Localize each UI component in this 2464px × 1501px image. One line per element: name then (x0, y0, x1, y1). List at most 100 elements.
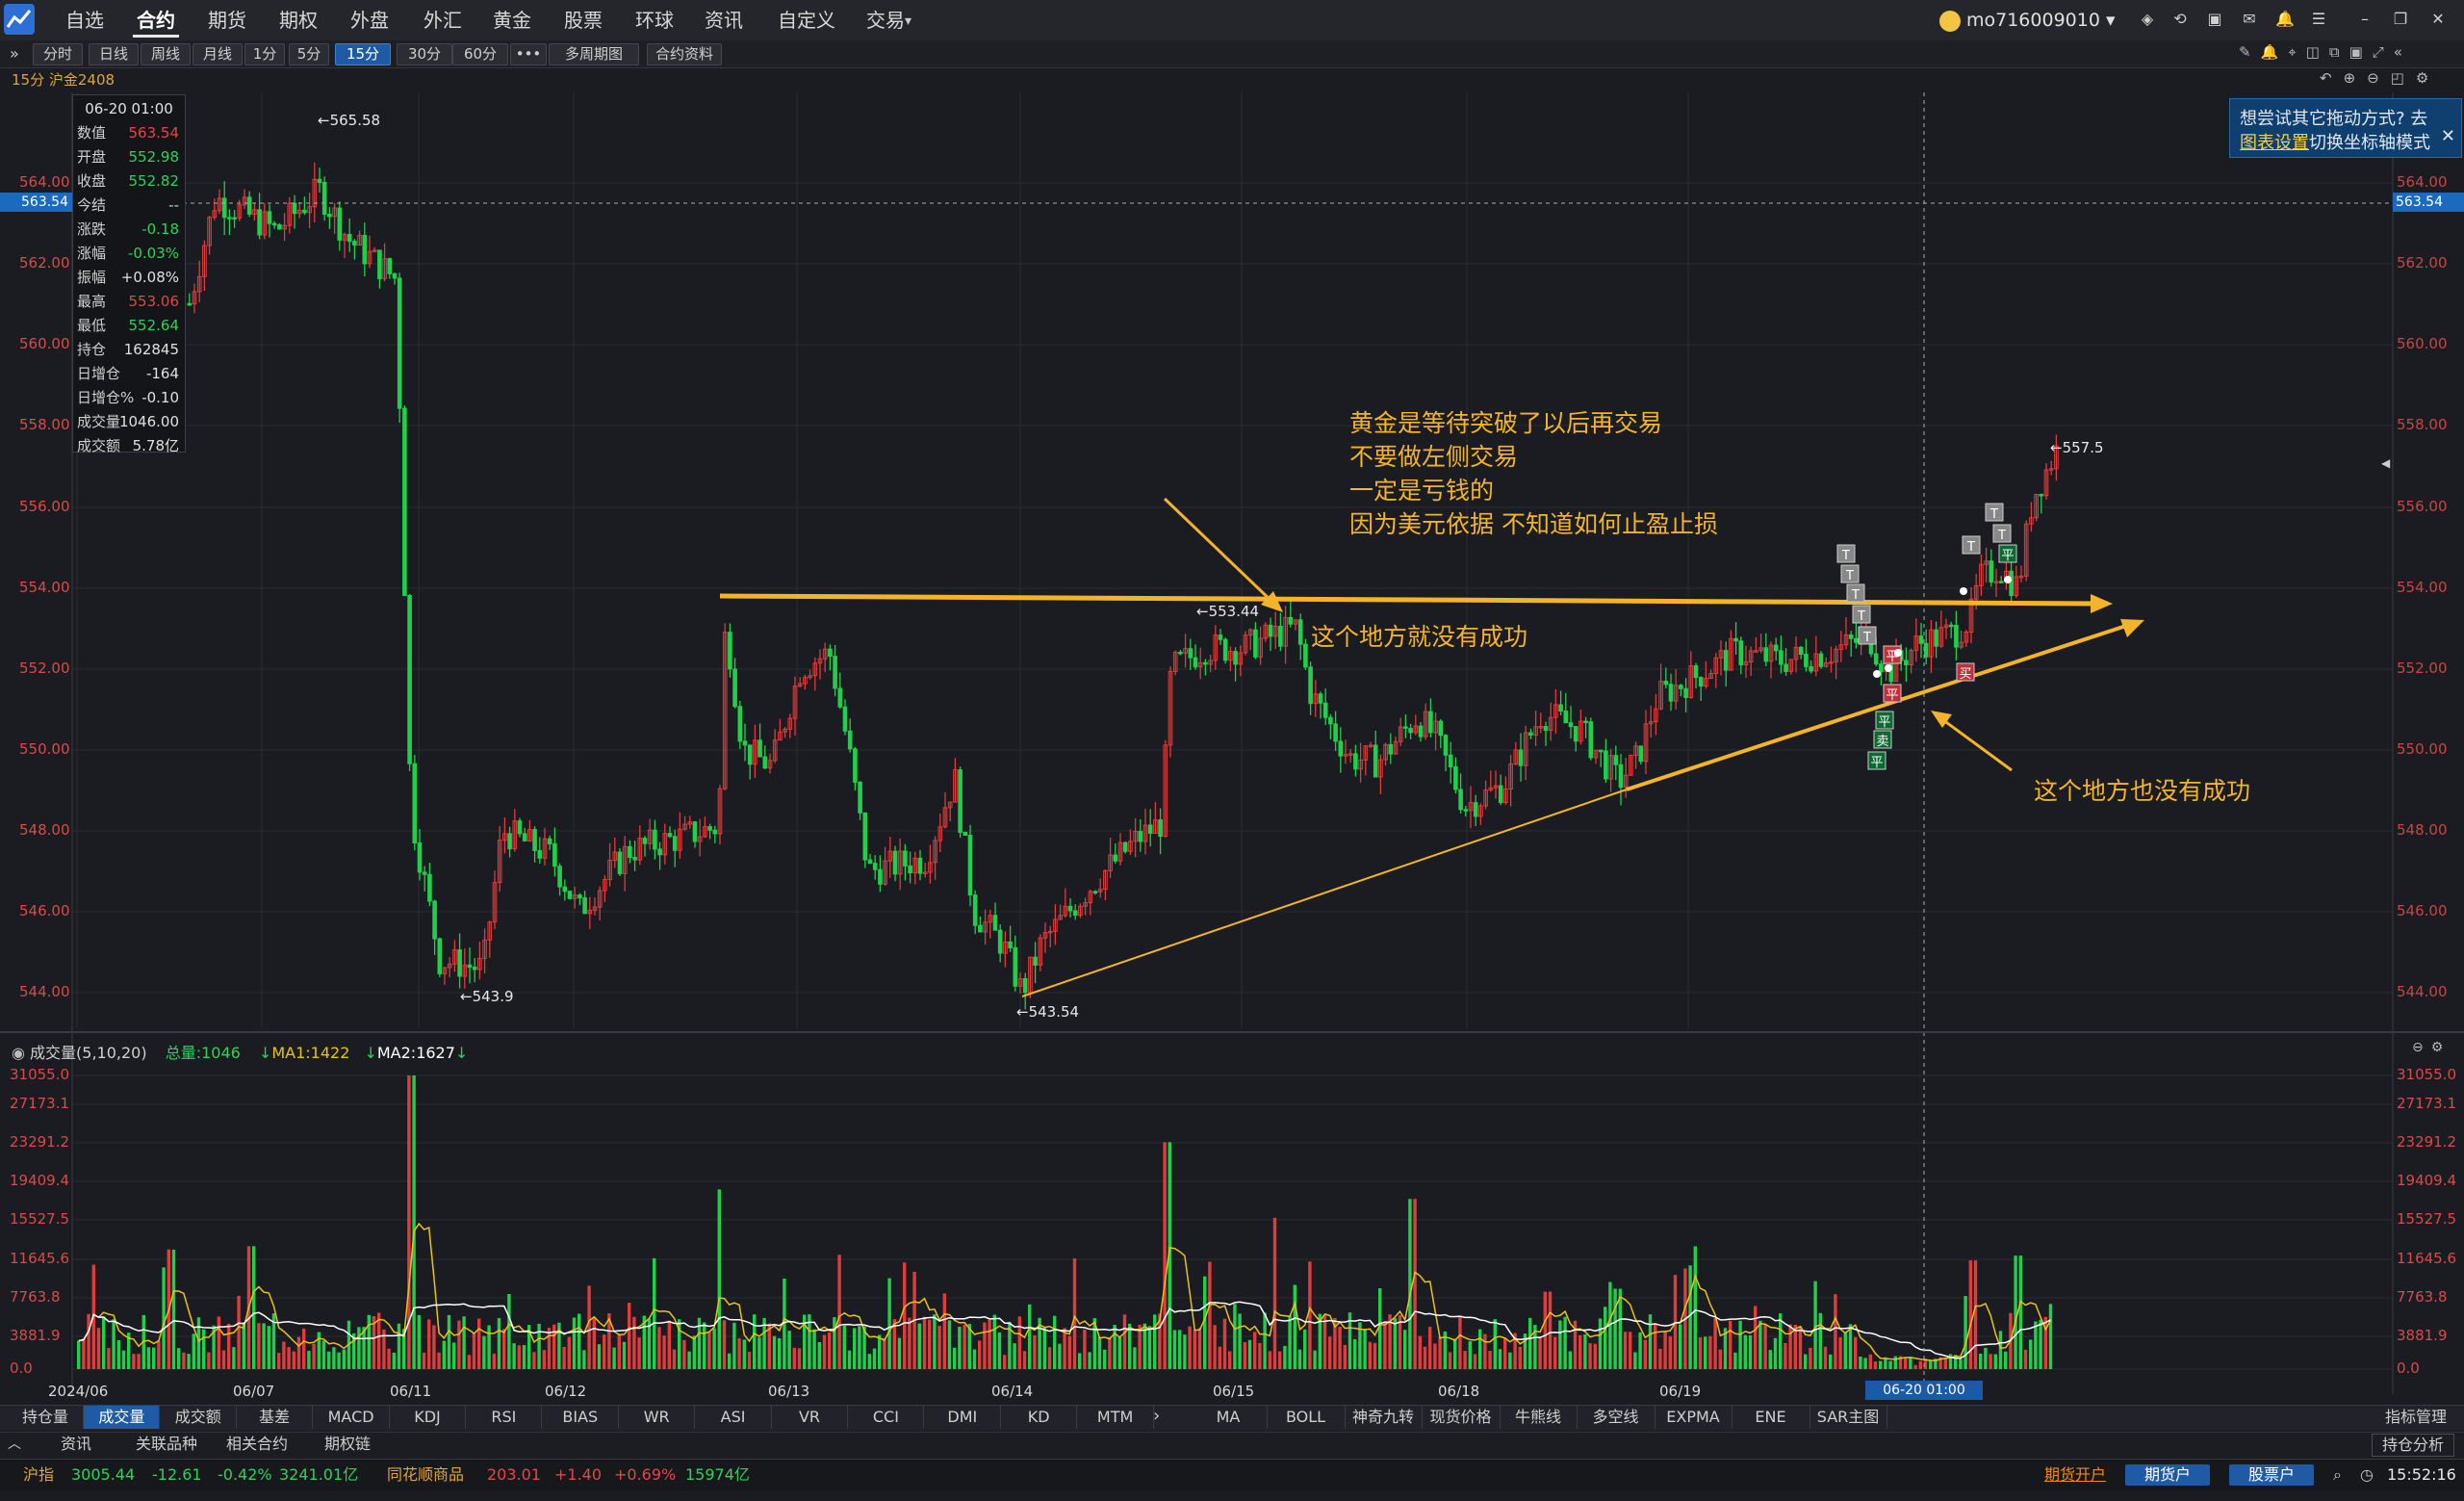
restore-icon[interactable]: ❐ (2392, 11, 2409, 28)
futures-account-button[interactable]: 期货户 (2125, 1464, 2210, 1486)
close-icon[interactable]: ✕ (2441, 126, 2455, 146)
app-logo-icon[interactable] (4, 4, 35, 35)
volume-bar (978, 1340, 981, 1369)
volume-bar (1108, 1337, 1111, 1369)
menu-item-9[interactable]: 资讯 (701, 6, 747, 35)
period-button-0[interactable]: 分时 (33, 43, 83, 65)
menu-item-5[interactable]: 外汇 (420, 6, 466, 35)
index2-name[interactable]: 同花顺商品 (387, 1462, 464, 1488)
stock-account-button[interactable]: 股票户 (2229, 1464, 2314, 1486)
chevron-up-icon[interactable]: ︿ (8, 1434, 21, 1453)
overlay-tab-8[interactable]: SAR主图 (1810, 1406, 1887, 1429)
menu-item-1[interactable]: 合约 (133, 6, 179, 38)
indicator-tab-9[interactable]: ASI (696, 1406, 772, 1429)
bell-icon[interactable]: 🔔 (2275, 11, 2293, 28)
menu-item-3[interactable]: 期权 (275, 6, 321, 35)
sub-tab-2[interactable]: 相关合约 (214, 1434, 300, 1455)
volume-bar (487, 1325, 490, 1369)
period-button-2[interactable]: 周线 (141, 43, 191, 65)
period-button-11[interactable]: 合约资料 (647, 43, 722, 65)
volume-bar (1238, 1313, 1241, 1369)
briefcase-icon[interactable]: ▣ (2206, 11, 2223, 28)
period-button-10[interactable]: 多周期图 (549, 43, 639, 65)
volume-header: ◉ 成交量(5,10,20) 总量:1046 ↓MA1:1422 ↓MA2:16… (12, 1040, 468, 1063)
close-icon[interactable]: ✕ (2429, 11, 2447, 28)
candle (713, 826, 717, 843)
indicator-tab-4[interactable]: MACD (314, 1406, 390, 1429)
minimize-icon[interactable]: – (2356, 11, 2374, 28)
period-button-8[interactable]: 60分 (452, 43, 508, 65)
indicator-tab-8[interactable]: WR (619, 1406, 695, 1429)
volume-bar (122, 1351, 125, 1369)
indicator-tab-14[interactable]: MTM (1078, 1406, 1154, 1429)
menu-item-2[interactable]: 期货 (204, 6, 250, 35)
menu-item-4[interactable]: 外盘 (346, 6, 393, 35)
period-button-3[interactable]: 月线 (192, 43, 243, 65)
period-button-7[interactable]: 30分 (397, 43, 452, 65)
candle (1835, 646, 1838, 680)
hint-line-2: 切换坐标轴模式 (2309, 133, 2430, 153)
position-analysis-button[interactable]: 持仓分析 (2372, 1434, 2454, 1457)
overlay-tab-1[interactable]: BOLL (1268, 1406, 1346, 1429)
overlay-tab-4[interactable]: 牛熊线 (1500, 1406, 1578, 1429)
indicator-tab-1[interactable]: 成交量 (84, 1406, 160, 1429)
menu-item-7[interactable]: 股票 (560, 6, 606, 35)
period-button-9[interactable]: ••• (510, 43, 547, 65)
collapse-icon[interactable]: ◉ (12, 1044, 30, 1062)
overlay-tab-2[interactable]: 神奇九转 (1345, 1406, 1423, 1429)
indicator-tab-11[interactable]: CCI (848, 1406, 924, 1429)
overlay-tab-3[interactable]: 现货价格 (1423, 1406, 1501, 1429)
svg-text:T: T (1862, 631, 1871, 645)
menu-item-11[interactable]: 交易 (862, 6, 909, 35)
volume-bar (1919, 1361, 1922, 1369)
candle (297, 202, 301, 219)
overlay-tab-0[interactable]: MA (1190, 1406, 1268, 1429)
mail-icon[interactable]: ✉ (2241, 11, 2258, 28)
volume-bar (1804, 1355, 1807, 1369)
menu-item-6[interactable]: 黄金 (489, 6, 535, 35)
overlay-tab-7[interactable]: ENE (1732, 1406, 1810, 1429)
overlay-tab-6[interactable]: EXPMA (1655, 1406, 1732, 1429)
period-button-6[interactable]: 15分 (335, 43, 391, 65)
refresh-icon[interactable]: ⟲ (2171, 11, 2189, 28)
indicator-manage-button[interactable]: 指标管理 (2377, 1406, 2454, 1429)
overlay-tab-5[interactable]: 多空线 (1578, 1406, 1656, 1429)
indicator-tab-3[interactable]: 基差 (237, 1406, 313, 1429)
search-icon[interactable]: ⌕ (2333, 1462, 2342, 1488)
zoom-tool-icons[interactable]: ↶⊕⊖◰⚙ (2320, 69, 2440, 87)
period-button-1[interactable]: 日线 (89, 43, 139, 65)
menu-item-10[interactable]: 自定义 (774, 6, 839, 35)
index1-name[interactable]: 沪指 (23, 1462, 54, 1488)
chevron-right-icon[interactable]: › (1153, 1406, 1160, 1426)
indicator-tab-10[interactable]: VR (772, 1406, 848, 1429)
candle (1999, 576, 2003, 583)
indicator-tab-13[interactable]: KD (1001, 1406, 1077, 1429)
volume-label-right-0: 31055.0 (2397, 1066, 2456, 1083)
volume-bar (887, 1279, 890, 1369)
layer-icon[interactable]: ◈ (2139, 11, 2156, 28)
scroll-left-icon[interactable]: ◀ (2381, 456, 2390, 470)
expand-icon[interactable]: » (10, 44, 19, 63)
period-button-4[interactable]: 1分 (244, 43, 285, 65)
indicator-tab-2[interactable]: 成交额 (161, 1406, 237, 1429)
indicator-tab-7[interactable]: BIAS (543, 1406, 619, 1429)
indicator-tab-0[interactable]: 持仓量 (8, 1406, 84, 1429)
indicator-tab-6[interactable]: RSI (466, 1406, 542, 1429)
sub-tab-1[interactable]: 关联品种 (123, 1434, 210, 1455)
sub-tab-0[interactable]: 资讯 (33, 1434, 119, 1455)
sub-tab-3[interactable]: 期权链 (304, 1434, 391, 1455)
volume-bar (1219, 1347, 1221, 1369)
menu-item-8[interactable]: 环球 (631, 6, 678, 35)
period-button-5[interactable]: 5分 (289, 43, 329, 65)
user-account[interactable]: mo716009010 ▾ (1939, 8, 2116, 33)
chart-settings-link[interactable]: 图表设置 (2240, 133, 2309, 153)
list-icon[interactable]: ☰ (2310, 11, 2327, 28)
chart-tool-icons[interactable]: ✎🔔⌖◫⧉▣⤢« (2239, 43, 2412, 61)
volume-bar (653, 1258, 655, 1369)
menu-item-0[interactable]: 自选 (62, 6, 108, 35)
indicator-tab-5[interactable]: KDJ (390, 1406, 466, 1429)
open-futures-account-link[interactable]: 期货开户 (2044, 1462, 2106, 1488)
indicator-tab-12[interactable]: DMI (925, 1406, 1001, 1429)
volume-settings-icons[interactable]: ⊖⚙ (2412, 1040, 2451, 1055)
